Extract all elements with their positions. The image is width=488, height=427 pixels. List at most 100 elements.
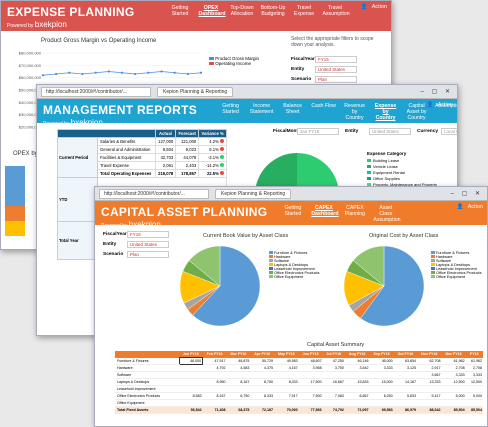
nav-item-revenue-by-country[interactable]: Revenue by Country — [344, 103, 365, 121]
value-cell[interactable]: 2,708 — [465, 364, 483, 372]
value-cell[interactable]: 85,504 — [465, 406, 483, 414]
value-cell[interactable]: 2,708 — [441, 364, 466, 372]
value-cell[interactable]: 85,504 — [441, 406, 466, 414]
nav-item-balance-sheet[interactable]: Balance Sheet — [283, 103, 302, 115]
value-cell[interactable]: 5,000 — [441, 392, 466, 400]
value-cell[interactable]: 3,333 — [465, 371, 483, 379]
value-cell[interactable]: 3,958 — [298, 364, 323, 372]
window-controls[interactable]: – ▢ ✕ — [420, 89, 453, 95]
value-cell[interactable]: 8,750 — [250, 378, 274, 386]
value-cell[interactable]: 8,333 — [274, 378, 299, 386]
nav-item-capex-dashboard[interactable]: CAPEX Dashboard — [311, 205, 339, 217]
value-cell[interactable]: 6,750 — [226, 392, 251, 400]
value-cell[interactable]: 16,667 — [322, 378, 345, 386]
value-cell[interactable] — [179, 371, 203, 379]
value-cell[interactable]: 3,125 — [393, 364, 418, 372]
nav-item-getting-started[interactable]: Getting Started — [171, 5, 189, 17]
value-cell[interactable] — [322, 399, 345, 407]
value-cell[interactable]: 13,333 — [417, 378, 442, 386]
nav-item-cash-flow[interactable]: Cash Flow — [311, 103, 336, 109]
value-cell[interactable] — [344, 371, 370, 379]
value-cell[interactable]: 3,333 — [441, 371, 466, 379]
value-cell[interactable]: 47,917 — [202, 357, 227, 365]
value-cell[interactable] — [179, 385, 203, 393]
value-cell[interactable] — [226, 385, 251, 393]
value-cell[interactable]: 56,542 — [179, 406, 203, 414]
value-cell[interactable]: 3,333 — [369, 364, 394, 372]
value-cell[interactable]: 5,833 — [393, 392, 418, 400]
filter-select[interactable]: FY16 — [127, 231, 169, 238]
value-cell[interactable]: 74,792 — [322, 406, 345, 414]
value-cell[interactable]: 48,607 — [298, 357, 323, 365]
value-cell[interactable] — [369, 385, 394, 393]
value-cell[interactable] — [417, 385, 442, 393]
value-cell[interactable]: 8,950 — [202, 378, 227, 386]
value-cell[interactable] — [298, 371, 323, 379]
nav-item-income-statement[interactable]: Income Statement — [249, 103, 274, 115]
value-cell[interactable]: 17,500 — [298, 378, 323, 386]
value-cell[interactable]: 7,083 — [322, 392, 345, 400]
value-cell[interactable] — [274, 371, 299, 379]
nav-item-capital-asset-by-country[interactable]: Capital Asset by Country — [406, 103, 427, 121]
value-cell[interactable]: 88,042 — [417, 406, 442, 414]
nav-item-getting-started[interactable]: Getting Started — [284, 205, 302, 217]
value-cell[interactable] — [298, 385, 323, 393]
value-cell[interactable] — [179, 364, 203, 372]
value-cell[interactable] — [322, 371, 345, 379]
value-cell[interactable]: 8,167 — [226, 378, 251, 386]
nav-item-top-down-allocation[interactable]: Top-Down Allocation — [230, 5, 254, 17]
value-cell[interactable] — [393, 371, 418, 379]
value-cell[interactable] — [226, 371, 251, 379]
value-cell[interactable]: 14,167 — [393, 378, 418, 386]
nav-item-bottom-up-budgeting[interactable]: Bottom-Up Budgeting — [260, 5, 286, 17]
pie-slice[interactable] — [360, 245, 425, 327]
value-cell[interactable]: 4,167 — [274, 364, 299, 372]
value-cell[interactable]: 15,000 — [369, 378, 394, 386]
value-cell[interactable]: 3,667 — [417, 371, 442, 379]
user-menu[interactable]: 👤 Action — [426, 102, 453, 108]
value-cell[interactable]: 70,000 — [274, 406, 299, 414]
user-menu[interactable]: 👤 Action — [456, 204, 483, 210]
filter-select[interactable]: Plan — [315, 76, 357, 83]
filter-select[interactable]: Jan FY16 — [297, 128, 339, 135]
value-cell[interactable] — [226, 399, 251, 407]
value-cell[interactable]: 2,917 — [417, 364, 442, 372]
browser-tab[interactable]: Kepion Planning & Reporting — [157, 86, 234, 97]
value-cell[interactable]: 77,566 — [298, 406, 323, 414]
value-cell[interactable]: 3,750 — [322, 364, 345, 372]
value-cell[interactable]: 72,097 — [344, 406, 370, 414]
value-cell[interactable]: 4,792 — [202, 364, 227, 372]
value-cell[interactable]: 69,583 — [369, 406, 394, 414]
value-cell[interactable]: 8,333 — [250, 392, 274, 400]
value-cell[interactable] — [441, 385, 466, 393]
nav-item-asset-class-assumption[interactable]: Asset Class Assumption — [373, 205, 401, 223]
value-cell[interactable] — [344, 385, 370, 393]
value-cell[interactable]: 12,500 — [441, 378, 466, 386]
value-cell[interactable] — [179, 378, 203, 386]
value-cell[interactable] — [274, 399, 299, 407]
value-cell[interactable] — [298, 399, 323, 407]
value-cell[interactable] — [250, 385, 274, 393]
value-cell[interactable]: 7,917 — [274, 392, 299, 400]
value-cell[interactable]: 7,500 — [298, 392, 323, 400]
value-cell[interactable]: 48,875 — [226, 357, 251, 365]
value-cell[interactable]: 61,962 — [441, 357, 466, 365]
value-cell[interactable]: 4,375 — [250, 364, 274, 372]
value-cell[interactable]: 48,000 — [178, 357, 204, 365]
value-cell[interactable]: 3,542 — [344, 364, 370, 372]
nav-item-expense-by-country[interactable]: Expense by Country — [374, 103, 397, 121]
value-cell[interactable]: 5,417 — [417, 392, 442, 400]
value-cell[interactable] — [369, 399, 394, 407]
value-cell[interactable]: 86,979 — [393, 406, 418, 414]
filter-select[interactable]: Local Currency — [441, 128, 457, 135]
filter-select[interactable]: United States — [369, 128, 411, 135]
value-cell[interactable] — [202, 399, 227, 407]
value-cell[interactable]: 12,500 — [465, 378, 483, 386]
value-cell[interactable]: 45,000 — [369, 357, 394, 365]
value-cell[interactable]: 46,146 — [344, 357, 370, 365]
pie-slice[interactable] — [188, 245, 221, 287]
value-cell[interactable]: 62,708 — [417, 357, 442, 365]
address-bar[interactable]: http://localhost:2000/#!/contributor/... — [99, 188, 209, 199]
value-cell[interactable] — [274, 385, 299, 393]
pie-slice[interactable] — [192, 245, 261, 327]
